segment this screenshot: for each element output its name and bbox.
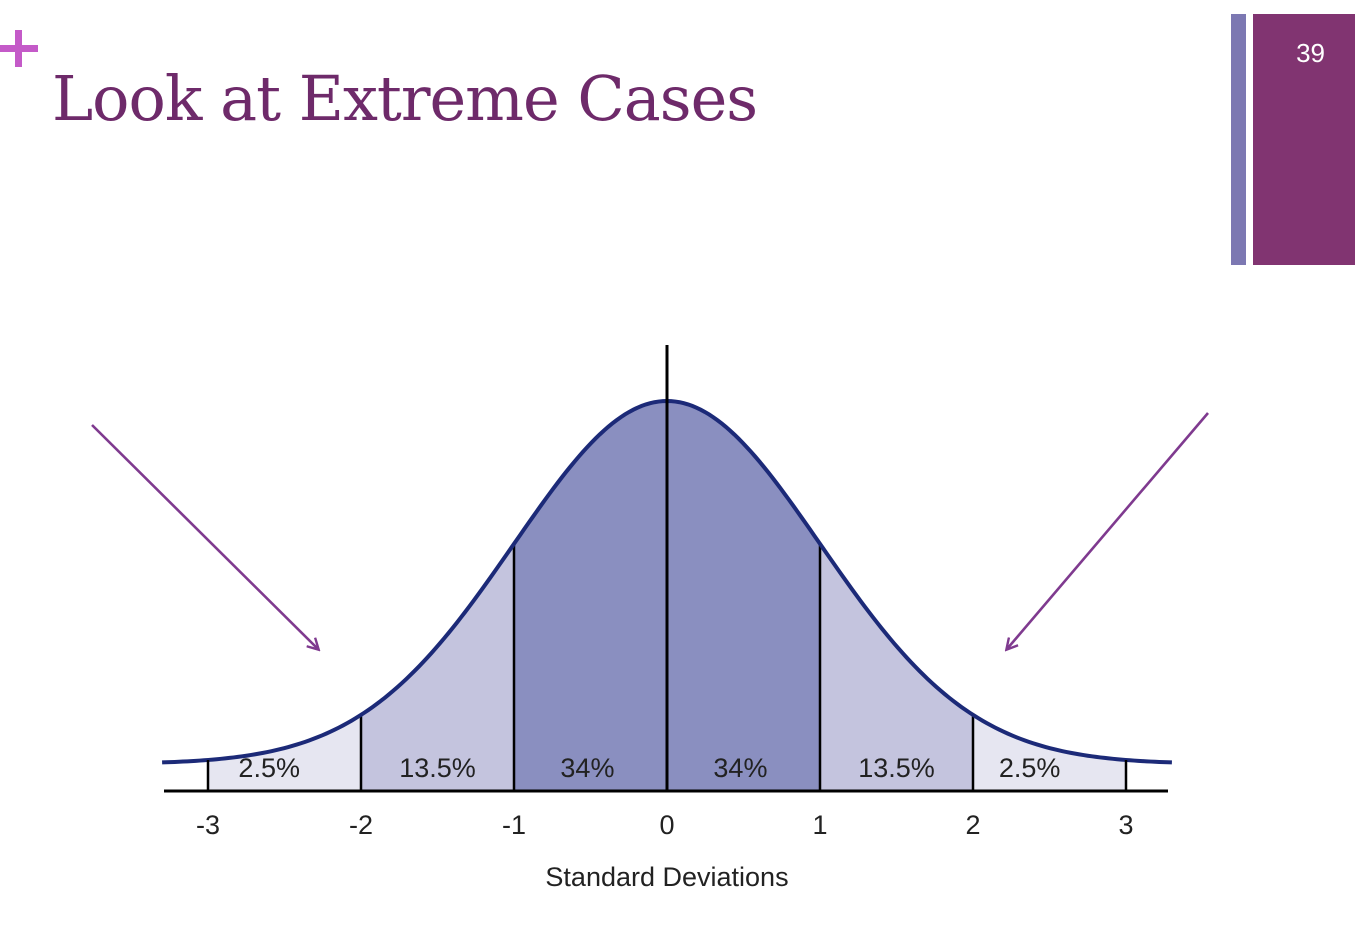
region-labels-layer: 2.5% 13.5% 34% 34% 13.5% 2.5% xyxy=(238,753,1060,783)
region-label-5: 2.5% xyxy=(999,753,1061,783)
tick-labels-layer: -3 -2 -1 0 1 2 3 xyxy=(196,810,1134,840)
region-2 xyxy=(514,401,667,791)
tick-label-4: 1 xyxy=(812,810,827,840)
tick-label-2: -1 xyxy=(502,810,526,840)
region-label-4: 13.5% xyxy=(858,753,935,783)
left-tail-arrow xyxy=(91,424,318,649)
region-label-2: 34% xyxy=(560,753,614,783)
region-label-0: 2.5% xyxy=(238,753,300,783)
tick-label-6: 3 xyxy=(1118,810,1133,840)
page-number: 39 xyxy=(1296,38,1325,68)
region-label-1: 13.5% xyxy=(399,753,476,783)
regions-layer xyxy=(208,401,1126,791)
tick-label-5: 2 xyxy=(965,810,980,840)
region-4 xyxy=(820,543,973,791)
accent-bar-thin xyxy=(1231,14,1246,265)
dividers-layer xyxy=(359,543,975,791)
region-5 xyxy=(973,714,1126,791)
tick-label-1: -2 xyxy=(349,810,373,840)
region-1 xyxy=(361,543,514,791)
region-3 xyxy=(667,401,820,791)
tick-label-0: -3 xyxy=(196,810,220,840)
right-tail-arrow xyxy=(1007,412,1209,649)
region-0 xyxy=(208,714,361,791)
ticks-layer xyxy=(206,760,1128,791)
accent-bar-wide: 39 xyxy=(1253,14,1355,265)
x-axis-label: Standard Deviations xyxy=(545,862,788,892)
tick-label-3: 0 xyxy=(659,810,674,840)
plus-icon xyxy=(0,28,40,68)
region-label-3: 34% xyxy=(713,753,767,783)
slide-title: Look at Extreme Cases xyxy=(52,62,758,135)
